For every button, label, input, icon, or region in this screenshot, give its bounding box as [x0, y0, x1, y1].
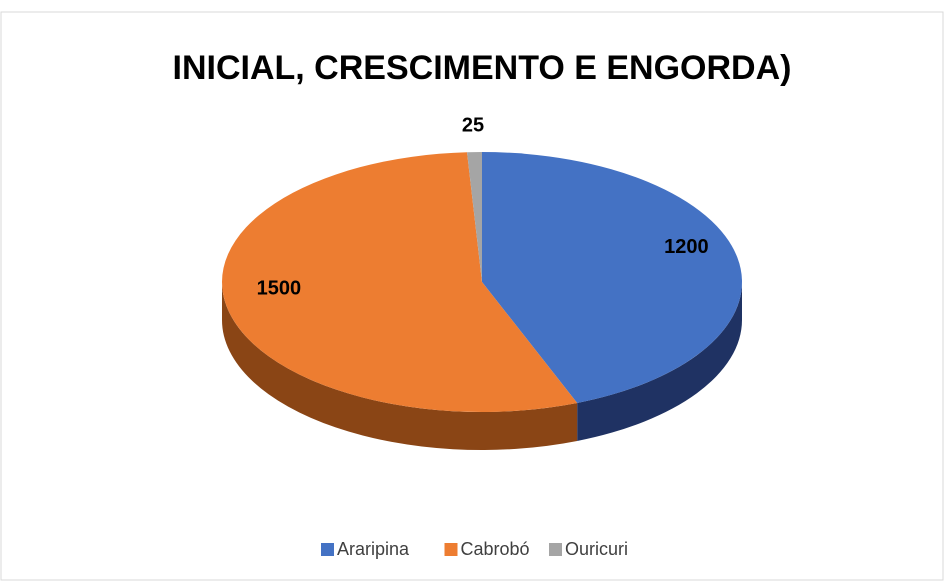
data-label: 25: [462, 114, 484, 136]
legend-swatch: [444, 543, 458, 556]
data-label: 1200: [664, 236, 709, 258]
pie-slice: [467, 152, 482, 282]
pie-slice: [221, 152, 578, 413]
legend-label: Araripina: [337, 539, 410, 559]
pie-side: [577, 282, 742, 441]
legend-label: Cabrobó: [461, 539, 530, 559]
chart-title: INICIAL, CRESCIMENTO E ENGORDA): [173, 49, 792, 87]
legend-label: Ouricuri: [565, 539, 628, 559]
legend-swatch: [549, 543, 562, 556]
data-label: 1500: [257, 278, 302, 300]
legend-swatch: [321, 543, 334, 556]
pie-slice: [482, 152, 742, 403]
pie-side: [222, 282, 578, 450]
